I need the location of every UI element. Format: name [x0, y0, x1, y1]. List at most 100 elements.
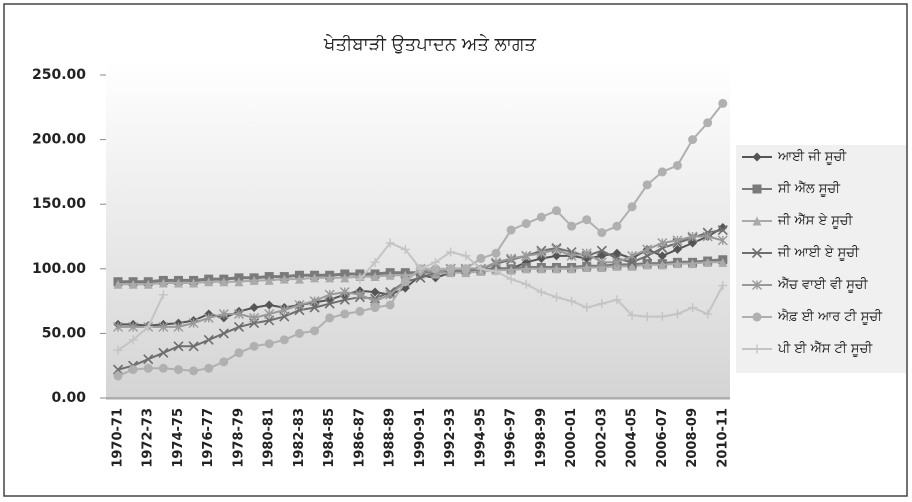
point-marker	[143, 322, 153, 332]
point-marker	[294, 299, 305, 310]
point-marker	[672, 235, 683, 246]
point-marker	[551, 264, 561, 274]
legend-label: ਐਫ਼ ਈ ਆਰ ਟੀ ਸੂਚੀ	[777, 309, 883, 325]
point-marker	[264, 300, 274, 310]
point-marker	[325, 273, 335, 283]
point-marker	[310, 273, 320, 283]
point-marker	[536, 248, 547, 259]
x-tick-label: 2000-01	[564, 408, 579, 468]
point-marker	[657, 167, 667, 177]
point-marker	[112, 364, 124, 375]
point-marker	[264, 275, 274, 285]
point-marker	[657, 237, 668, 248]
point-marker	[354, 289, 365, 300]
point-marker	[567, 296, 577, 306]
point-marker	[309, 296, 320, 307]
point-marker	[506, 274, 516, 284]
frame	[3, 3, 908, 497]
point-marker	[188, 341, 199, 352]
point-marker	[627, 261, 637, 271]
y-tick-label: 150.00	[32, 196, 86, 212]
point-marker	[536, 253, 546, 263]
point-marker	[657, 251, 667, 261]
point-marker	[597, 299, 607, 309]
point-marker	[370, 303, 380, 313]
point-marker	[128, 321, 139, 332]
x-tick-label: 1978-79	[231, 408, 246, 468]
point-marker	[642, 180, 652, 190]
point-marker	[370, 257, 380, 267]
point-marker	[370, 272, 380, 282]
point-marker	[339, 287, 350, 298]
point-marker	[113, 279, 123, 289]
point-marker	[702, 231, 713, 242]
point-marker	[233, 321, 245, 333]
point-marker	[279, 305, 290, 316]
point-marker	[688, 135, 698, 145]
x-tick-label: 1974-75	[171, 408, 186, 468]
point-marker	[264, 309, 275, 320]
point-marker	[551, 292, 561, 302]
point-marker	[642, 244, 653, 255]
point-marker	[355, 306, 365, 316]
point-marker	[446, 247, 456, 257]
point-marker	[249, 275, 259, 285]
legend-marker	[752, 280, 762, 290]
legend-label: ਪੀ ਈ ਐੱਸ ਟੀ ਸੂਚੀ	[777, 341, 873, 357]
point-marker	[189, 278, 199, 288]
chart-title: ਖੇਤੀਬਾੜੀ ਉਤਪਾਦਨ ਅਤੇ ਲਾਗਤ	[323, 34, 536, 55]
point-marker	[521, 264, 531, 274]
point-marker	[567, 264, 577, 274]
point-marker	[461, 264, 471, 274]
point-marker	[400, 277, 410, 287]
x-tick-label: 2008-09	[685, 408, 700, 468]
point-marker	[113, 371, 123, 381]
point-marker	[173, 278, 183, 288]
point-marker	[717, 224, 728, 236]
point-marker	[672, 309, 682, 319]
point-marker	[219, 277, 229, 287]
point-marker	[128, 279, 138, 289]
point-marker	[597, 263, 607, 273]
y-tick-label: 250.00	[32, 67, 86, 83]
plot-area	[106, 62, 730, 400]
point-marker	[536, 264, 546, 274]
point-marker	[688, 303, 698, 313]
point-marker	[143, 279, 153, 289]
point-marker	[415, 264, 425, 274]
point-marker	[596, 245, 607, 256]
point-marker	[325, 313, 335, 323]
x-tick-label: 2002-03	[594, 408, 609, 468]
point-marker	[521, 219, 531, 229]
point-marker	[158, 278, 168, 288]
point-marker	[234, 348, 244, 358]
x-tick-label: 1988-89	[383, 408, 398, 468]
point-marker	[536, 287, 546, 297]
x-tick-label: 1996-97	[504, 408, 519, 468]
point-marker	[687, 231, 698, 242]
point-marker	[158, 363, 168, 373]
point-marker	[491, 266, 501, 276]
x-tick-label: 1998-99	[534, 408, 549, 468]
legend-marker	[752, 152, 762, 162]
point-marker	[627, 310, 637, 320]
legend-label: ਸੀ ਐੱਲ ਸੂਚੀ	[777, 181, 841, 197]
point-marker	[461, 251, 471, 261]
x-tick-label: 1994-95	[473, 408, 488, 468]
point-marker	[143, 363, 153, 373]
legend-marker	[752, 312, 762, 322]
point-marker	[218, 309, 229, 320]
point-marker	[173, 341, 184, 352]
y-tick-label: 100.00	[32, 261, 86, 277]
point-marker	[642, 260, 652, 270]
point-marker	[642, 312, 652, 322]
point-marker	[204, 363, 214, 373]
x-tick-label: 2010-11	[715, 408, 730, 468]
point-marker	[506, 265, 516, 275]
point-marker	[158, 347, 169, 358]
point-marker	[521, 279, 531, 289]
point-marker	[446, 264, 456, 274]
legend-marker	[752, 216, 762, 226]
point-marker	[506, 253, 517, 264]
point-marker	[536, 212, 546, 222]
